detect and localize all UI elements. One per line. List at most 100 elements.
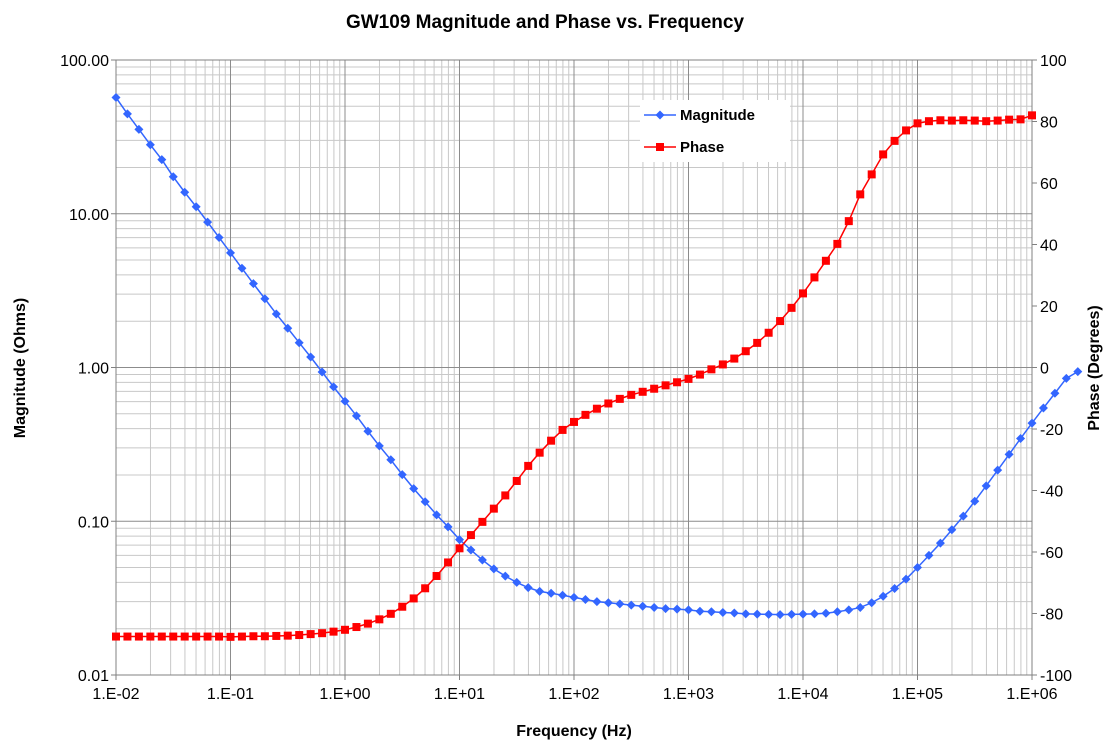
magnitude-point — [890, 584, 900, 594]
magnitude-point — [489, 564, 499, 574]
magnitude-point — [546, 588, 556, 598]
magnitude-point — [306, 352, 316, 362]
phase-point — [386, 609, 395, 618]
phase-point — [363, 619, 372, 628]
phase-point — [913, 119, 922, 128]
magnitude-point — [638, 601, 648, 611]
magnitude-point — [443, 522, 453, 532]
phase-point — [890, 136, 899, 145]
magnitude-point — [214, 232, 224, 242]
y-right-tick-label: 40 — [1040, 238, 1058, 255]
magnitude-point — [191, 202, 201, 212]
legend-box — [640, 100, 790, 162]
phase-point — [776, 317, 785, 326]
phase-point — [1005, 115, 1014, 124]
phase-point — [615, 394, 624, 403]
phase-point — [604, 399, 613, 408]
magnitude-point — [924, 550, 934, 560]
legend-magnitude-marker — [655, 110, 665, 120]
magnitude-point — [535, 586, 545, 596]
phase-point — [535, 448, 544, 457]
phase-point — [650, 384, 659, 393]
phase-point — [421, 584, 430, 593]
y-left-tick-label: 10.00 — [69, 207, 109, 224]
phase-point — [192, 632, 201, 641]
y-left-tick-label: 0.10 — [78, 514, 109, 531]
axis-ticks: 1.E-02 1.E-01 1.E+00 1.E+01 1.E+02 1.E+03 1.E+… — [60, 53, 1072, 703]
magnitude-point — [569, 592, 579, 602]
magnitude-point — [626, 600, 636, 610]
magnitude-point — [775, 610, 785, 620]
phase-point — [718, 360, 727, 369]
magnitude-point — [397, 470, 407, 480]
magnitude-point — [351, 411, 361, 421]
magnitude-point — [1050, 388, 1060, 398]
magnitude-point — [958, 511, 968, 521]
magnitude-point — [432, 510, 442, 520]
phase-point — [970, 116, 979, 125]
magnitude-point — [329, 382, 339, 392]
chart-title: GW109 Magnitude and Phase vs. Frequency — [346, 12, 744, 33]
phase-point — [375, 615, 384, 624]
magnitude-point — [718, 607, 728, 617]
phase-point — [581, 410, 590, 419]
magnitude-point — [523, 583, 533, 593]
phase-point — [821, 256, 830, 265]
phase-point — [673, 378, 682, 387]
phase-point — [306, 630, 315, 639]
magnitude-point — [695, 606, 705, 616]
magnitude-point — [764, 609, 774, 619]
y-axis-left-title: Magnitude (Ohms) — [12, 298, 29, 438]
y-right-tick-label: -40 — [1040, 484, 1063, 501]
phase-point — [409, 594, 418, 603]
phase-point — [684, 374, 693, 383]
magnitude-point — [684, 605, 693, 615]
phase-point — [936, 116, 945, 125]
magnitude-point — [1016, 434, 1026, 444]
magnitude-point — [558, 590, 568, 600]
phase-point — [112, 632, 120, 641]
phase-point — [203, 632, 212, 641]
magnitude-point — [317, 367, 327, 377]
x-tick-label: 1.E+05 — [892, 686, 943, 703]
magnitude-point — [455, 535, 464, 545]
phase-point — [570, 417, 578, 426]
phase-point — [787, 303, 796, 312]
magnitude-point — [970, 496, 980, 506]
magnitude-point — [248, 279, 258, 289]
magnitude-point — [409, 484, 419, 494]
magnitude-point — [752, 609, 762, 619]
y-left-tick-label: 100.00 — [60, 53, 109, 70]
magnitude-point — [157, 155, 167, 165]
phase-point — [260, 632, 269, 641]
phase-point — [478, 517, 487, 526]
y-left-tick-label: 1.00 — [78, 361, 109, 378]
phase-point — [123, 632, 132, 641]
magnitude-point — [832, 607, 842, 617]
phase-point — [810, 273, 819, 282]
magnitude-point — [661, 604, 671, 614]
phase-point — [592, 404, 601, 413]
x-tick-label: 1.E-01 — [207, 686, 254, 703]
magnitude-point — [981, 481, 991, 491]
phase-point — [134, 632, 143, 641]
phase-point — [466, 531, 475, 540]
magnitude-point — [134, 124, 144, 134]
phase-point — [432, 571, 441, 580]
phase-point — [753, 338, 762, 347]
magnitude-point — [226, 248, 235, 258]
phase-point — [226, 632, 235, 641]
legend: Magnitude Phase — [640, 100, 790, 162]
magnitude-point — [340, 396, 350, 406]
legend-magnitude-label: Magnitude — [680, 107, 755, 124]
y-right-tick-label: 100 — [1040, 53, 1067, 70]
phase-point — [741, 347, 750, 356]
magnitude-point — [787, 609, 797, 619]
magnitude-point — [203, 217, 213, 227]
magnitude-point — [145, 140, 155, 150]
x-tick-label: 1.E+00 — [319, 686, 370, 703]
magnitude-point — [901, 574, 911, 584]
phase-point — [902, 126, 911, 135]
magnitude-point — [111, 93, 121, 103]
phase-point — [856, 190, 865, 199]
